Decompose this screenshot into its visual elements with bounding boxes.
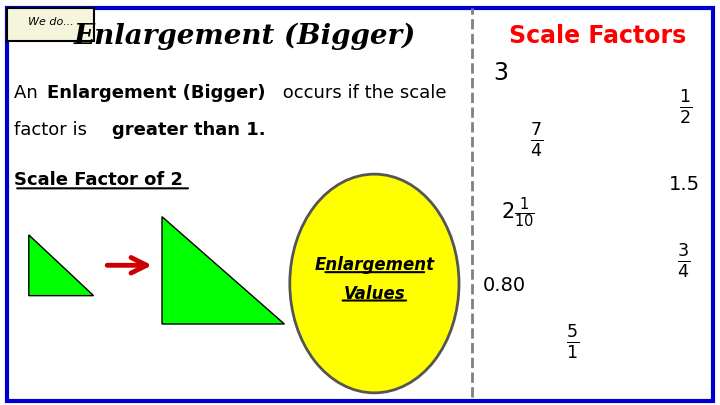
Polygon shape [29,235,94,296]
Text: 1.5: 1.5 [668,175,700,194]
Text: Scale Factors: Scale Factors [509,24,686,49]
Text: greater than 1.: greater than 1. [112,121,265,139]
Text: Enlargement: Enlargement [315,256,434,274]
Text: $\frac{1}{2}$: $\frac{1}{2}$ [679,88,692,126]
Text: Enlargement (Bigger): Enlargement (Bigger) [47,84,265,102]
FancyBboxPatch shape [7,8,713,401]
Text: $\frac{7}{4}$: $\frac{7}{4}$ [530,121,543,159]
Text: An: An [14,84,44,102]
Ellipse shape [290,174,459,393]
Text: Values: Values [343,285,405,303]
Text: factor is: factor is [14,121,93,139]
FancyBboxPatch shape [7,8,94,40]
Text: We do...: We do... [27,17,73,27]
Text: occurs if the scale: occurs if the scale [277,84,446,102]
Text: 0.80: 0.80 [482,276,526,295]
Polygon shape [162,217,284,324]
Text: Enlargement (Bigger): Enlargement (Bigger) [73,23,416,50]
Text: $\frac{3}{4}$: $\frac{3}{4}$ [678,242,690,280]
Text: $2\frac{1}{10}$: $2\frac{1}{10}$ [501,195,536,230]
Text: $\frac{5}{1}$: $\frac{5}{1}$ [566,323,579,361]
Text: Scale Factor of 2: Scale Factor of 2 [14,171,184,189]
Text: 3: 3 [493,61,508,85]
